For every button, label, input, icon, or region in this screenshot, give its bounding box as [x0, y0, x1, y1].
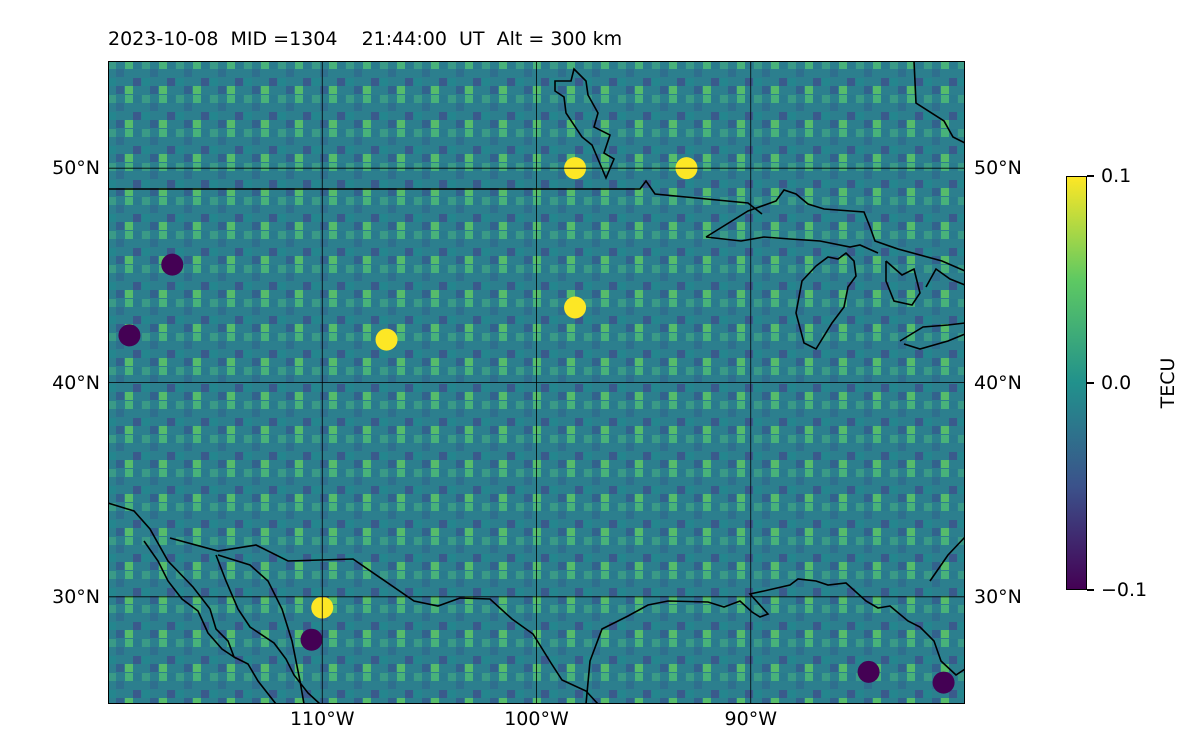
lat-label-left: 30°N [52, 585, 100, 608]
baja-coast [215, 554, 321, 704]
lon-label: 90°W [724, 708, 777, 730]
lake-ontario-coast [925, 267, 965, 288]
lon-label: 100°W [504, 708, 569, 730]
gulf-coast [585, 578, 965, 704]
colorbar-tick-label: −0.1 [1101, 579, 1148, 601]
colorbar-tick [1087, 382, 1094, 384]
hudson-bay-coast [554, 67, 616, 181]
lat-label-left: 50°N [52, 157, 100, 180]
colorbar [1066, 176, 1087, 590]
coastlines-borders [108, 61, 965, 704]
lat-label-right: 50°N [974, 157, 1022, 180]
map-canvas [108, 61, 965, 704]
tec-hotspot [375, 328, 398, 351]
gulf-of-california-coast [233, 656, 277, 704]
lat-label-left: 40°N [52, 371, 100, 394]
pacific-coast [108, 502, 236, 660]
florida-coast [929, 536, 965, 582]
tec-hotspot [857, 660, 880, 683]
tec-hotspot [564, 296, 587, 319]
tec-hotspots [118, 157, 955, 694]
plot-title: 2023-10-08 MID =1304 21:44:00 UT Alt = 3… [108, 28, 623, 50]
map-panel [108, 61, 965, 704]
great-lakes-coast [705, 189, 965, 272]
us-mexico-border [169, 537, 599, 704]
lake-huron-coast [885, 260, 921, 306]
colorbar-tick [1087, 589, 1094, 591]
colorbar-tick [1087, 175, 1094, 177]
lon-label: 110°W [289, 708, 355, 730]
tec-hotspot [118, 324, 141, 347]
map-frame [108, 61, 965, 704]
lake-erie-coast [899, 322, 965, 350]
lat-label-right: 40°N [974, 371, 1022, 394]
tec-hotspot [161, 253, 184, 276]
tec-hotspot [300, 628, 323, 651]
gridlines [108, 61, 965, 704]
colorbar-tick-label: 0.0 [1101, 372, 1132, 394]
lake-michigan-coast [795, 251, 857, 351]
tec-hotspot [932, 671, 955, 694]
colorbar-label: TECU [1157, 357, 1179, 409]
great-lakes-coast-2 [705, 236, 879, 254]
lat-label-right: 30°N [974, 585, 1022, 608]
us-canada-border [108, 179, 763, 215]
colorbar-tick-label: 0.1 [1101, 165, 1132, 187]
hudson-bay-coast-east [913, 61, 965, 144]
